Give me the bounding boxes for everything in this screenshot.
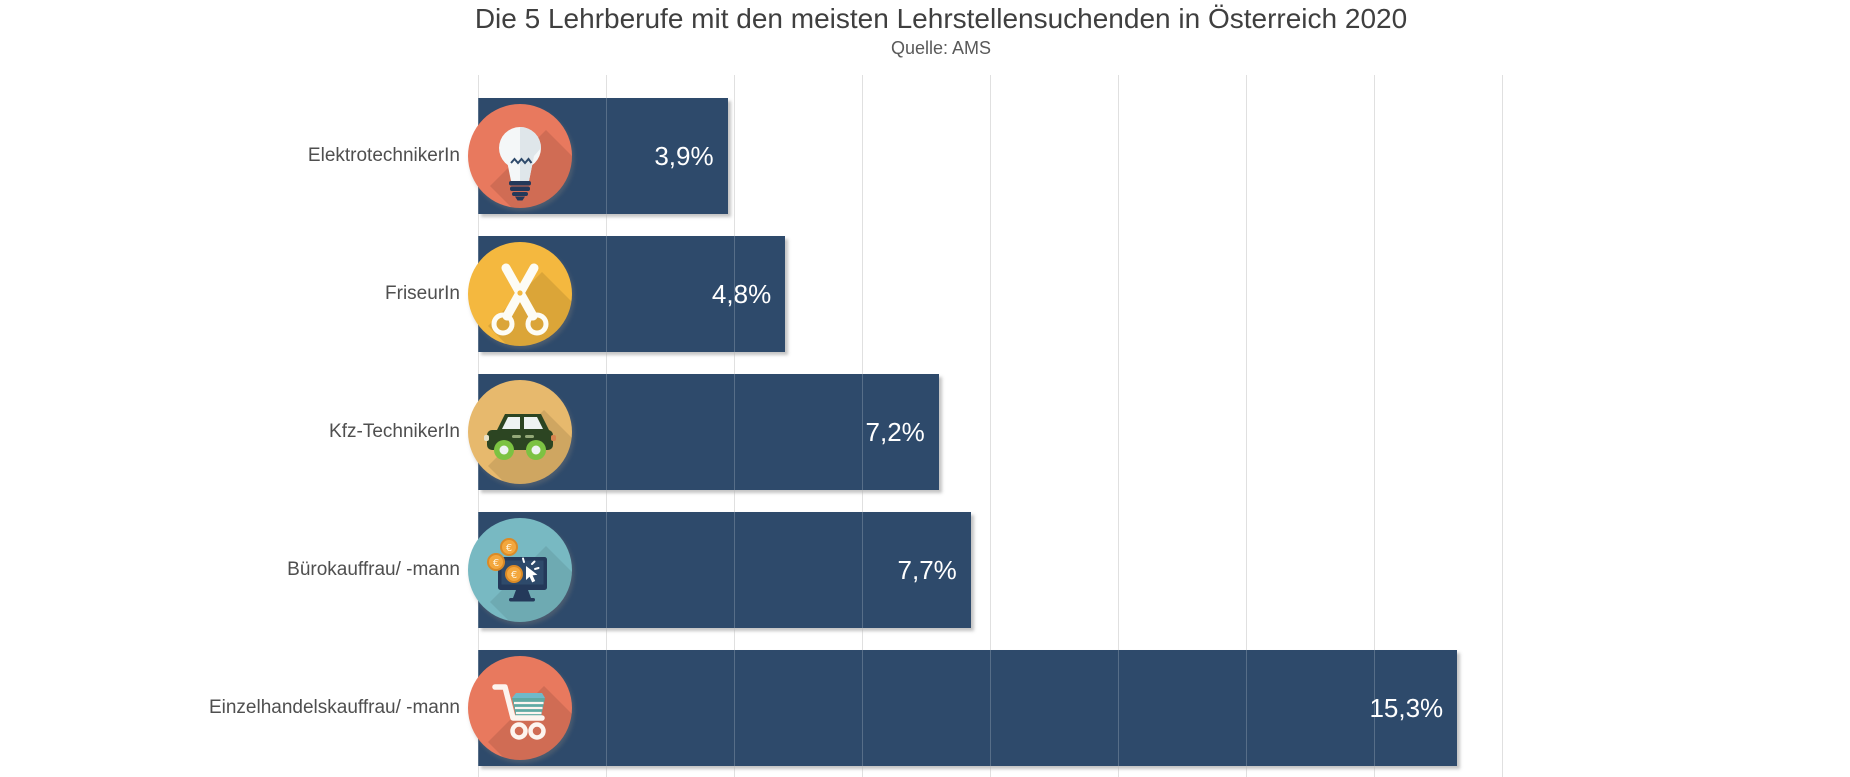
category-label: Bürokauffrau/ -mann (287, 559, 460, 580)
lightbulb-icon (468, 104, 572, 208)
bar: 15,3% (478, 650, 1458, 766)
car-icon (468, 380, 572, 484)
value-label: 3,9% (654, 140, 714, 171)
scissors-icon (468, 242, 572, 346)
value-label: 7,7% (897, 554, 957, 585)
gridline (1502, 75, 1503, 777)
gridline (1246, 75, 1247, 777)
gridline (1246, 75, 1247, 777)
category-label: Einzelhandelskauffrau/ -mann (208, 697, 460, 718)
monitor-coins-icon: € € € (468, 518, 572, 622)
gridline (862, 75, 863, 777)
svg-text:€: € (506, 543, 512, 554)
svg-text:€: € (493, 558, 499, 569)
gridline (606, 75, 607, 777)
gridline (1118, 75, 1119, 777)
value-label: 15,3% (1369, 692, 1444, 723)
value-label: 7,2% (865, 416, 925, 447)
category-labels: ElektrotechnikerIn FriseurIn Kfz-Techniker… (0, 75, 460, 777)
gridline (990, 75, 991, 777)
plot-area: 3,9% 4,8% 7,2% (468, 75, 1503, 777)
shopping-cart-icon (468, 656, 572, 760)
category-label: FriseurIn (385, 283, 460, 304)
gridline (734, 75, 735, 777)
chart-header: Die 5 Lehrberufe mit den meisten Lehrste… (0, 2, 1850, 60)
chart-source: Quelle: AMS (890, 38, 992, 58)
gridline (1118, 75, 1119, 777)
chart-title: Die 5 Lehrberufe mit den meisten Lehrste… (474, 3, 1408, 34)
category-label: ElektrotechnikerIn (307, 145, 460, 166)
gridline (990, 75, 991, 777)
gridline (1374, 75, 1375, 777)
gridline (1374, 75, 1375, 777)
svg-text:€: € (511, 570, 517, 581)
value-label: 4,8% (711, 278, 772, 309)
category-label: Kfz-TechnikerIn (329, 421, 460, 442)
gridline (1502, 75, 1503, 777)
